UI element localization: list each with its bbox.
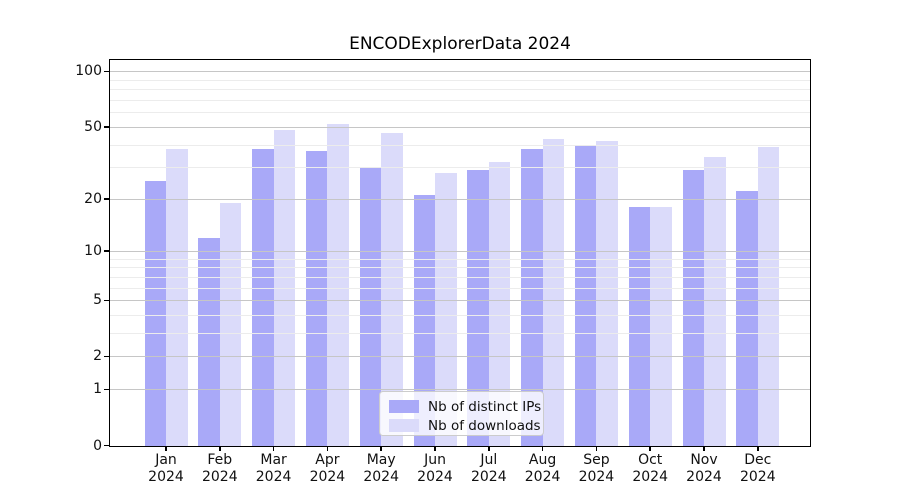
x-tick <box>757 446 759 451</box>
y-tick <box>104 444 110 447</box>
x-tick-label: Jul 2024 <box>470 452 507 485</box>
bar-distinct-ips-dec <box>736 191 758 446</box>
x-tick-label: Sep 2024 <box>578 452 615 485</box>
bar-downloads-jan <box>166 148 188 446</box>
bar-downloads-nov <box>704 157 726 446</box>
y-tick-label: 10 <box>84 243 102 260</box>
y-tick-label: 50 <box>84 118 102 135</box>
y-tick <box>104 388 110 391</box>
bar-downloads-oct <box>650 206 672 446</box>
legend-label-distinct-ips: Nb of distinct IPs <box>428 398 542 415</box>
x-tick <box>219 446 221 451</box>
bar-downloads-sep <box>596 140 618 446</box>
bar-distinct-ips-jun <box>413 195 435 446</box>
bar-distinct-ips-apr <box>305 150 328 446</box>
y-tick-label: 20 <box>84 190 102 207</box>
bar-distinct-ips-jan <box>144 181 166 446</box>
minor-gridline <box>110 287 810 289</box>
x-tick-label: Jun 2024 <box>417 452 453 485</box>
x-tick <box>595 446 598 451</box>
chart-title: ENCODExplorerData 2024 <box>349 34 571 54</box>
major-gridline <box>110 198 810 200</box>
minor-gridline <box>110 315 810 317</box>
y-tick <box>104 126 110 128</box>
y-tick <box>104 250 110 252</box>
bar-distinct-ips-aug <box>521 148 543 446</box>
plot-area <box>110 60 810 446</box>
bar-downloads-may <box>381 133 403 446</box>
legend-label-downloads: Nb of downloads <box>428 417 541 434</box>
minor-gridline <box>110 276 810 278</box>
x-tick <box>380 446 382 451</box>
x-tick <box>649 446 651 451</box>
y-tick <box>104 355 110 358</box>
bar-distinct-ips-nov <box>682 169 704 446</box>
minor-gridline <box>110 79 810 81</box>
x-tick-label: Feb 2024 <box>201 452 238 485</box>
x-tick-label: Jan 2024 <box>148 452 184 485</box>
minor-gridline <box>110 100 810 102</box>
y-tick-label: 1 <box>93 381 102 398</box>
bar-distinct-ips-may <box>359 167 382 446</box>
minor-gridline <box>110 167 810 169</box>
x-tick-label: May 2024 <box>363 452 399 485</box>
x-tick <box>488 446 490 451</box>
minor-gridline <box>110 267 810 269</box>
x-tick-label: Mar 2024 <box>255 452 292 485</box>
major-gridline <box>110 300 810 302</box>
major-gridline <box>110 389 810 391</box>
bar-downloads-dec <box>757 146 780 446</box>
y-tick <box>104 299 110 302</box>
y-tick-label: 5 <box>93 292 102 309</box>
x-tick-label: Aug 2024 <box>524 452 561 485</box>
bar-distinct-ips-oct <box>628 206 651 446</box>
x-tick <box>434 446 436 451</box>
minor-gridline <box>110 258 810 260</box>
legend: Nb of distinct IPs Nb of downloads <box>379 391 544 436</box>
bar-distinct-ips-feb <box>198 237 220 446</box>
x-tick <box>165 446 167 451</box>
x-tick <box>326 446 329 451</box>
y-tick <box>104 198 110 200</box>
x-tick-label: Oct 2024 <box>632 452 668 485</box>
major-gridline <box>110 126 810 128</box>
bar-distinct-ips-mar <box>252 148 274 446</box>
legend-swatch-distinct-ips <box>389 400 419 413</box>
y-tick-label: 100 <box>75 63 102 80</box>
bar-downloads-apr <box>327 123 349 446</box>
y-tick-label: 0 <box>93 437 102 454</box>
major-gridline <box>110 251 810 253</box>
minor-gridline <box>110 144 810 146</box>
grid-layer <box>110 60 810 446</box>
major-gridline <box>110 71 810 73</box>
x-tick-label: Nov 2024 <box>686 452 722 485</box>
legend-row-downloads: Nb of downloads <box>389 417 541 434</box>
minor-gridline <box>110 89 810 91</box>
y-tick-label: 2 <box>93 348 102 365</box>
bars-layer <box>110 60 810 446</box>
x-tick-label: Dec 2024 <box>739 452 776 485</box>
bar-distinct-ips-jul <box>467 169 489 446</box>
bar-downloads-jul <box>488 162 511 446</box>
minor-gridline <box>110 112 810 114</box>
major-gridline <box>110 356 810 358</box>
minor-gridline <box>110 333 810 335</box>
bar-downloads-feb <box>219 202 242 446</box>
x-tick <box>541 446 544 451</box>
x-tick <box>272 446 275 451</box>
bar-distinct-ips-sep <box>574 144 597 446</box>
x-tick-label: Apr 2024 <box>309 452 346 485</box>
legend-swatch-downloads <box>389 419 419 432</box>
bar-downloads-jun <box>435 172 457 446</box>
legend-row-distinct-ips: Nb of distinct IPs <box>389 398 541 415</box>
x-tick <box>703 446 705 451</box>
y-tick <box>104 70 110 73</box>
bar-downloads-aug <box>542 138 565 446</box>
